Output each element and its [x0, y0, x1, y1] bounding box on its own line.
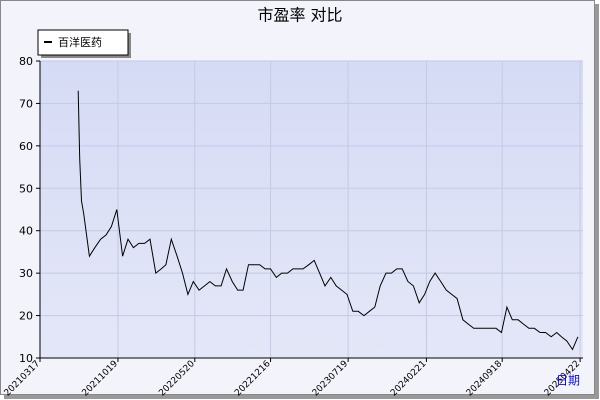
y-tick-label: 70 — [19, 97, 33, 110]
y-tick-label: 20 — [19, 310, 33, 323]
chart-title: 市盈率 对比 — [257, 6, 342, 25]
y-tick-label: 30 — [19, 267, 33, 280]
x-axis-label: 日期 — [556, 374, 580, 388]
legend-label: 百洋医药 — [58, 35, 102, 49]
legend — [37, 29, 129, 56]
y-tick-label: 50 — [19, 182, 33, 195]
y-tick-label: 40 — [19, 225, 33, 238]
y-tick-label: 80 — [19, 55, 33, 68]
y-tick-label: 60 — [19, 140, 33, 153]
plot-area — [40, 61, 583, 358]
y-tick-label: 10 — [19, 352, 33, 365]
line — [77, 90, 579, 351]
shadow — [4, 395, 599, 399]
shadow — [595, 4, 599, 399]
